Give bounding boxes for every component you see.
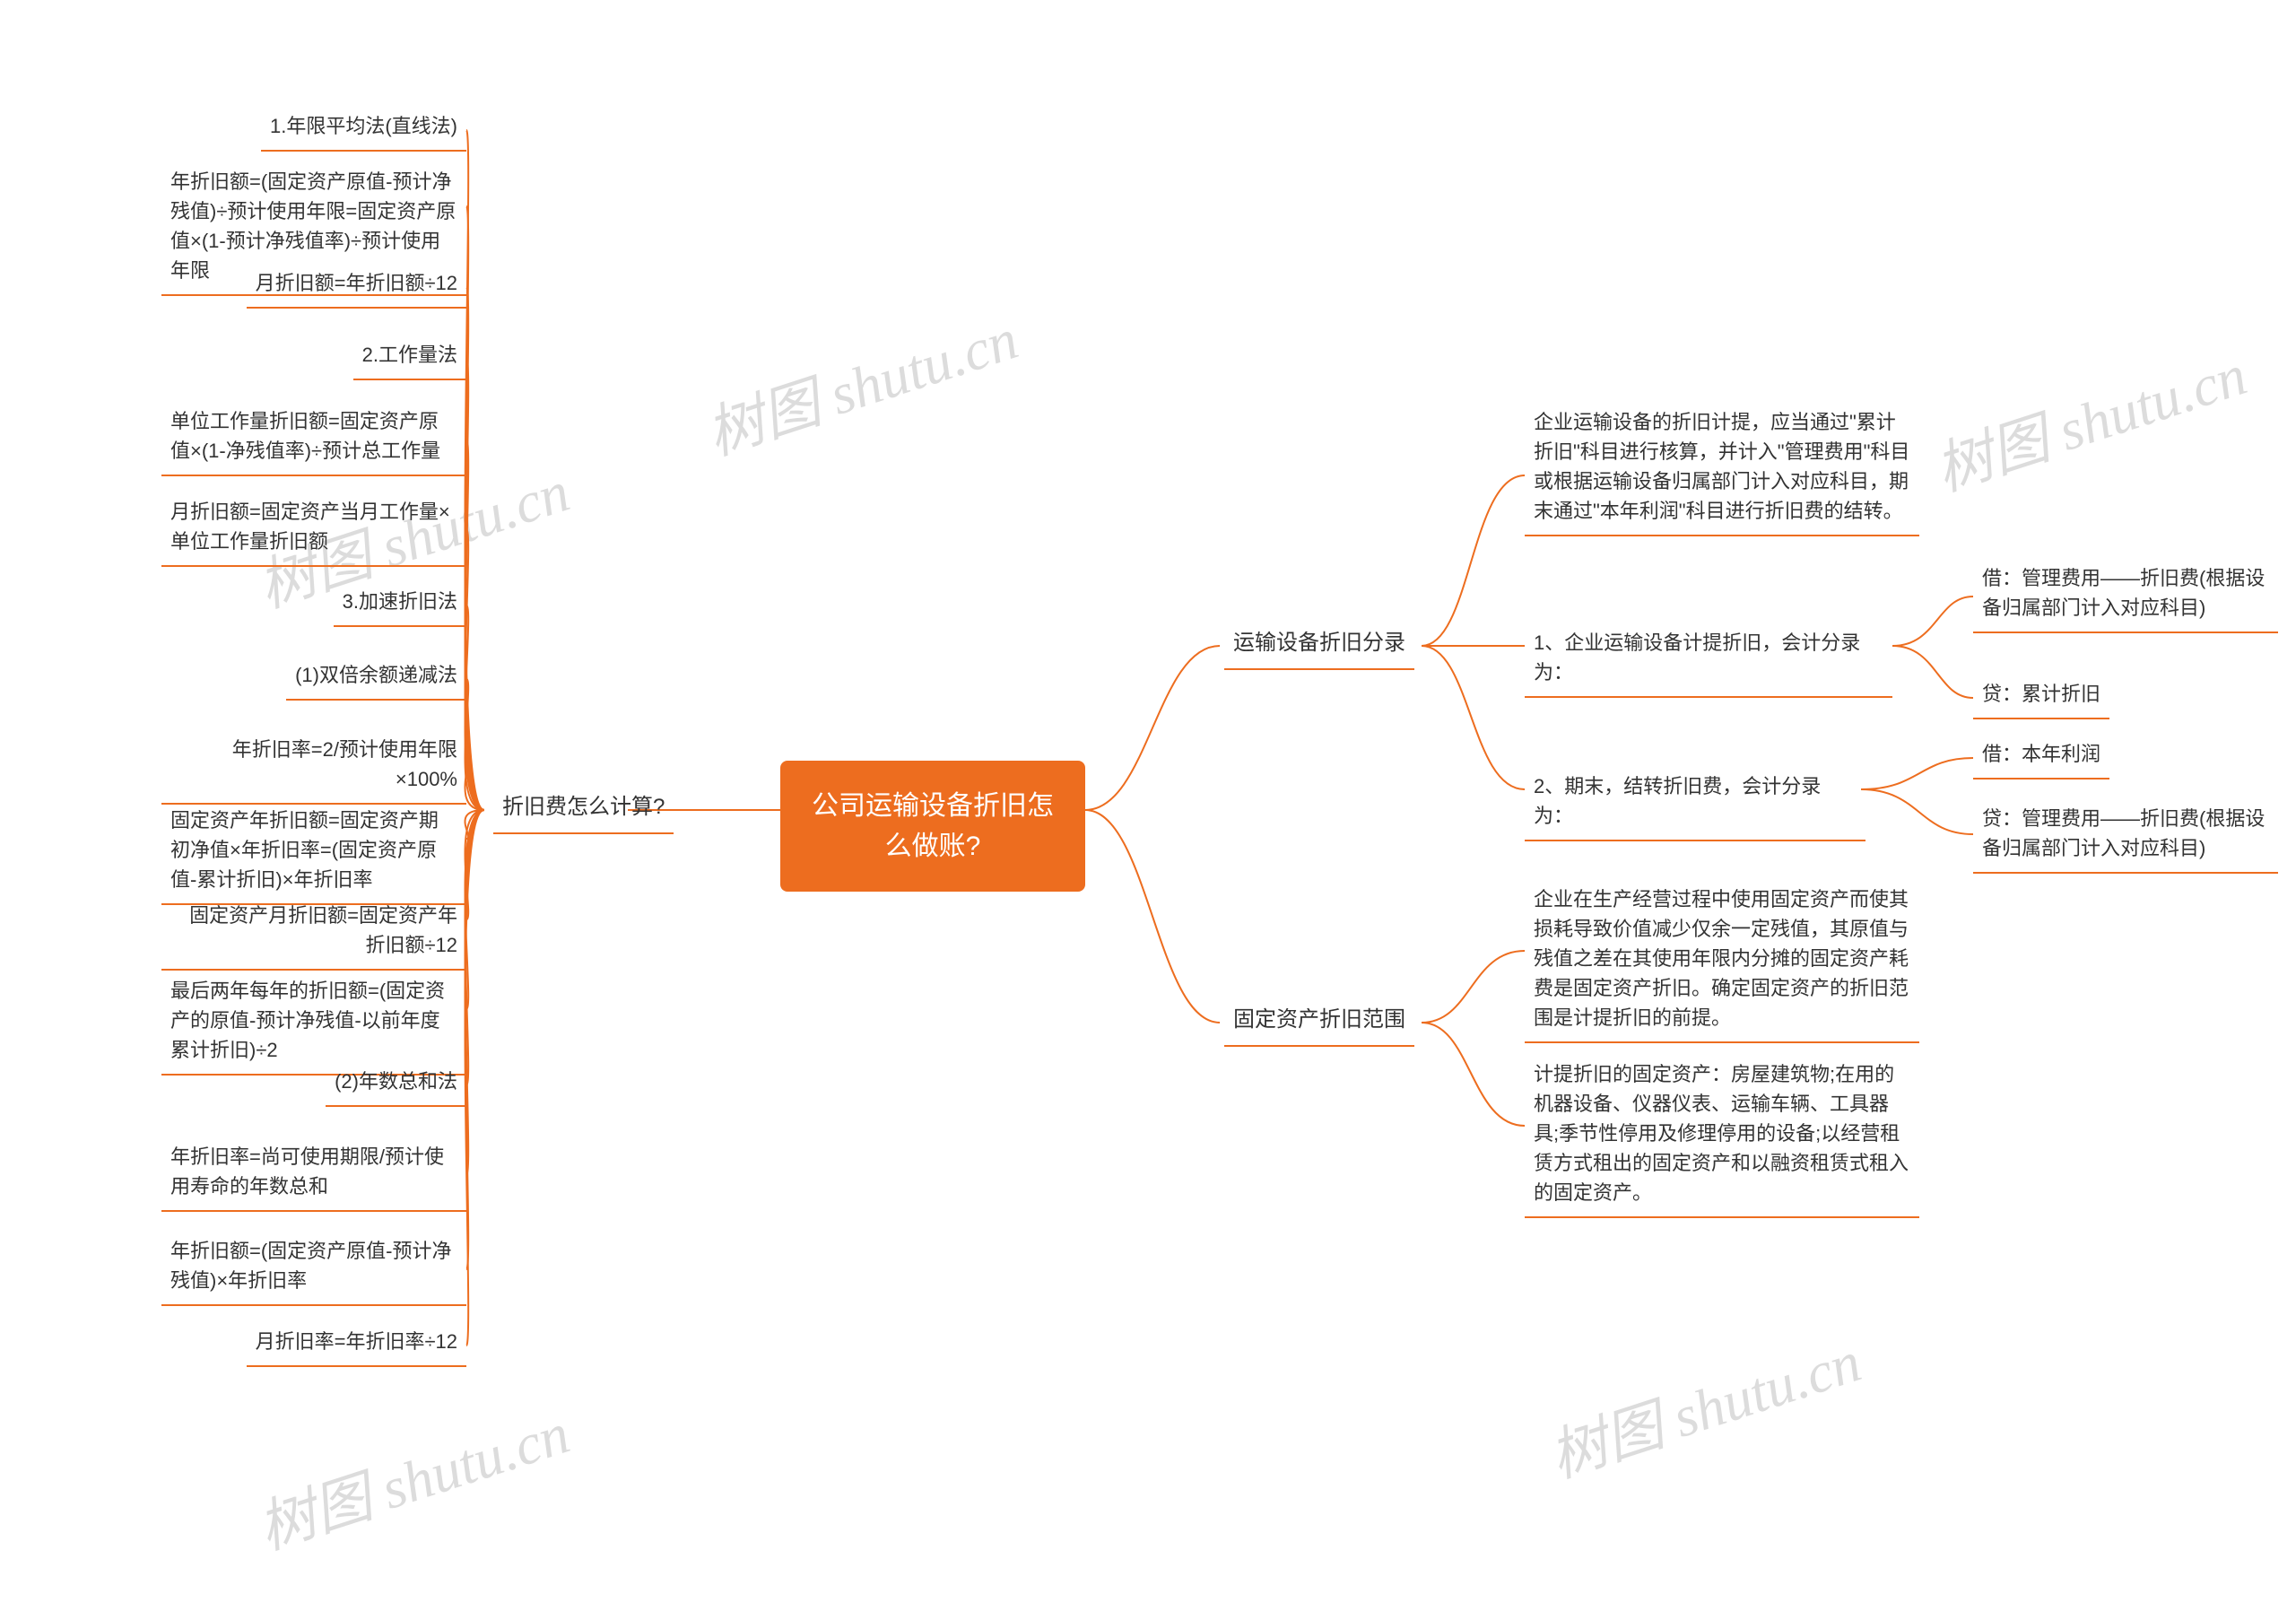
left-leaf: 1.年限平均法(直线法) — [261, 106, 466, 152]
left-leaf: 月折旧额=固定资产当月工作量×单位工作量折旧额 — [161, 492, 466, 567]
right-branch-2: 固定资产折旧范围 — [1224, 998, 1414, 1047]
left-leaf: 固定资产月折旧额=固定资产年折旧额÷12 — [161, 895, 466, 971]
left-leaf: 年折旧额=(固定资产原值-预计净残值)×年折旧率 — [161, 1231, 466, 1306]
left-leaf: (2)年数总和法 — [326, 1061, 466, 1107]
right-leaf-sub: 贷：管理费用——折旧费(根据设备归属部门计入对应科目) — [1973, 798, 2278, 874]
root-node: 公司运输设备折旧怎么做账? — [780, 761, 1085, 892]
left-leaf: 年折旧率=尚可使用期限/预计使用寿命的年数总和 — [161, 1137, 466, 1212]
right-branch-1: 运输设备折旧分录 — [1224, 622, 1414, 670]
left-leaf: 固定资产年折旧额=固定资产期初净值×年折旧率=(固定资产原值-累计折旧)×年折旧… — [161, 800, 466, 905]
left-leaf: 最后两年每年的折旧额=(固定资产的原值-预计净残值-以前年度累计折旧)÷2 — [161, 971, 466, 1076]
right-leaf: 2、期末，结转折旧费，会计分录为： — [1525, 766, 1866, 841]
right-leaf-sub: 贷：累计折旧 — [1973, 674, 2109, 719]
right-leaf-sub: 借：本年利润 — [1973, 734, 2109, 780]
right-leaf: 企业运输设备的折旧计提，应当通过"累计折旧"科目进行核算，并计入"管理费用"科目… — [1525, 402, 1919, 536]
right-leaf-sub: 借：管理费用——折旧费(根据设备归属部门计入对应科目) — [1973, 558, 2278, 633]
left-leaf: (1)双倍余额递减法 — [286, 655, 466, 701]
left-leaf: 单位工作量折旧额=固定资产原值×(1-净残值率)÷预计总工作量 — [161, 401, 466, 476]
left-leaf: 3.加速折旧法 — [334, 581, 466, 627]
right-leaf: 企业在生产经营过程中使用固定资产而使其损耗导致价值减少仅余一定残值，其原值与残值… — [1525, 879, 1919, 1043]
left-leaf: 年折旧率=2/预计使用年限×100% — [161, 729, 466, 805]
left-branch: 折旧费怎么计算? — [493, 786, 674, 834]
left-leaf: 月折旧额=年折旧额÷12 — [247, 263, 466, 309]
left-leaf: 2.工作量法 — [353, 335, 466, 380]
left-leaf: 月折旧率=年折旧率÷12 — [247, 1321, 466, 1367]
right-leaf: 1、企业运输设备计提折旧，会计分录为： — [1525, 623, 1892, 698]
right-leaf: 计提折旧的固定资产：房屋建筑物;在用的机器设备、仪器仪表、运输车辆、工具器具;季… — [1525, 1054, 1919, 1218]
